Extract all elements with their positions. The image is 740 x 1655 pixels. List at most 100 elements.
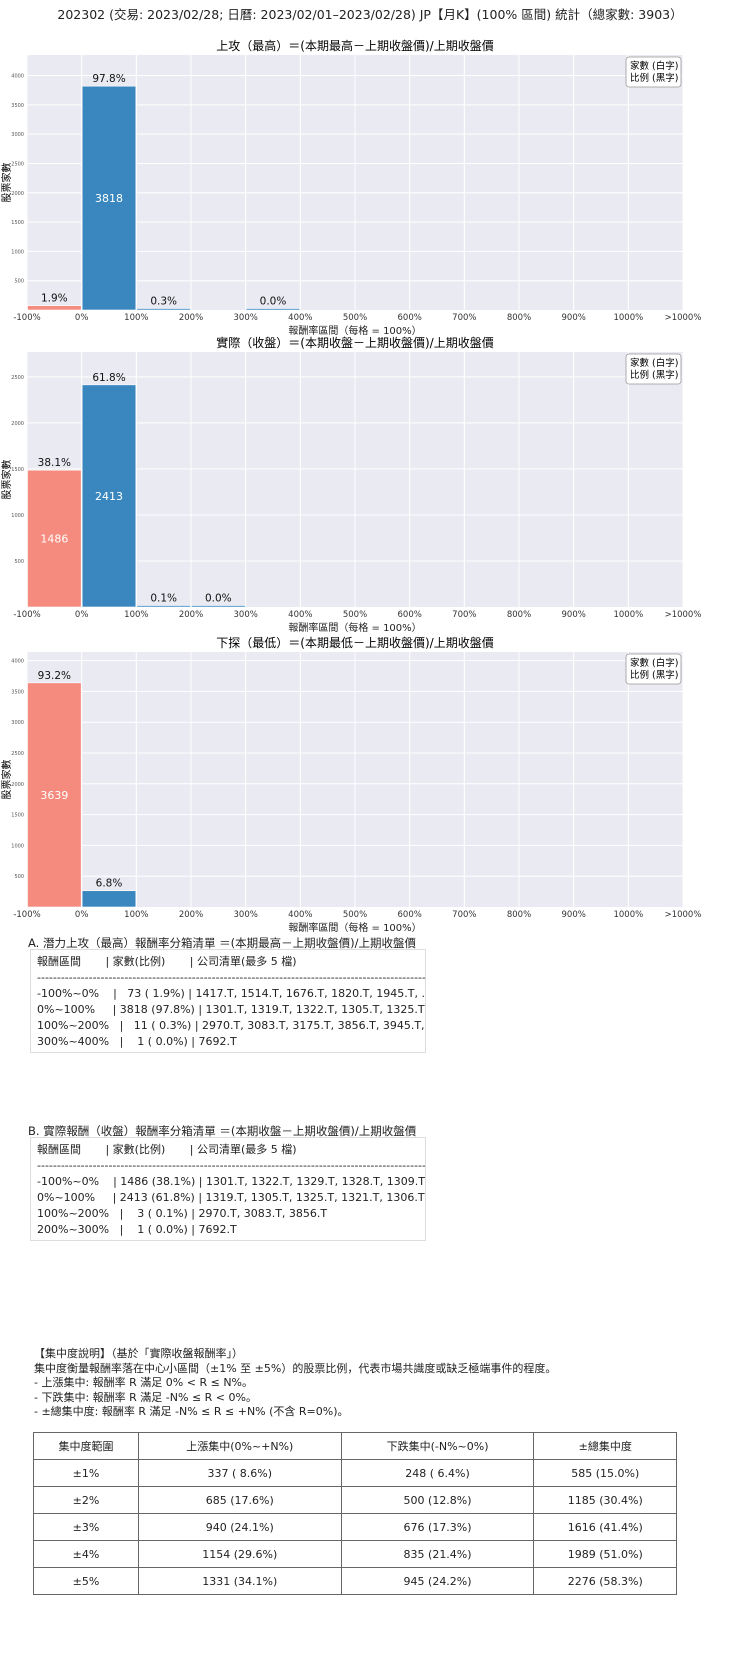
bar — [245, 308, 301, 311]
column-header: 集中度範圍 — [33, 1432, 139, 1460]
bar — [81, 890, 137, 908]
table-cell: 337 ( 8.6%) — [137, 1459, 342, 1487]
x-tick-label: -100% — [13, 910, 40, 920]
listing-line: 0%~100% | 3818 (97.8%) | 1301.T, 1319.T,… — [37, 1003, 426, 1016]
table-cell: ±3% — [33, 1513, 139, 1541]
concentration-table: 集中度範圍 上漲集中(0%~+N%) 下跌集中(-N%~0%) ±總集中度 ±1% 337… — [33, 1432, 677, 1595]
x-tick-label: 300% — [234, 910, 258, 920]
table-cell: ±1% — [33, 1459, 139, 1487]
table-cell: 685 (17.6%) — [137, 1486, 342, 1514]
x-tick-label: 600% — [398, 610, 422, 620]
bar-count-label: 2413 — [95, 490, 123, 503]
x-tick-label: 400% — [288, 610, 312, 620]
table-cell: ±5% — [33, 1567, 139, 1595]
bar — [27, 682, 82, 908]
x-tick-label: 500% — [343, 910, 367, 920]
table-cell: 1616 (41.4%) — [533, 1513, 677, 1541]
x-tick-label: 0% — [75, 313, 89, 323]
listing-line: >1000% | 0 ( 0.0%) | — [37, 1050, 419, 1052]
x-tick-label: 800% — [507, 610, 531, 620]
x-axis-label: 報酬率區間（每格 = 100%） — [288, 324, 421, 337]
x-axis-label: 報酬率區間（每格 = 100%） — [288, 921, 421, 934]
table-cell: 585 (15.0%) — [533, 1459, 677, 1487]
table-cell: 940 (24.1%) — [137, 1513, 342, 1541]
listing-line: ----------------------------------------… — [37, 971, 426, 984]
y-axis-label: 股票家數 — [0, 460, 13, 500]
bar-percent-label: 6.8% — [96, 878, 123, 890]
bar-percent-label: 1.9% — [41, 293, 68, 305]
bar — [81, 384, 137, 608]
note-line: 集中度衡量報酬率落在中心小區間（±1% 至 ±5%）的股票比例，代表市場共識度或… — [34, 1361, 557, 1375]
x-tick-label: 200% — [179, 313, 203, 323]
y-axis-label: 股票家數 — [0, 163, 13, 203]
chart-close: 實際（收盤）＝(本期收盤－上期收盤價)/上期收盤價 500 1000 1500 2000… — [0, 335, 701, 634]
note-line: - 上漲集中: 報酬率 R 滿足 0% < R ≤ N%。 — [34, 1376, 253, 1389]
listing-line: -100%~0% | 1486 (38.1%) | 1301.T, 1322.T… — [37, 1175, 426, 1188]
y-tick-label: 1000 — [11, 249, 24, 255]
legend-entry: 家數 (白字) — [630, 60, 678, 72]
column-header: 上漲集中(0%~+N%) — [137, 1432, 342, 1460]
bar — [191, 605, 246, 608]
listing-line: 100%~200% | 3 ( 0.1%) | 2970.T, 3083.T, … — [37, 1207, 328, 1220]
y-tick-label: 1500 — [11, 813, 24, 819]
x-tick-label: 100% — [124, 610, 148, 620]
y-tick-label: 4000 — [11, 74, 24, 80]
listing-line: ----------------------------------------… — [37, 1159, 426, 1172]
note-line: - 下跌集中: 報酬率 R 滿足 -N% ≤ R < 0%。 — [34, 1390, 257, 1404]
y-tick-label: 1000 — [11, 843, 24, 849]
listing-line: >1000% | 0 ( 0.0%) | — [37, 1238, 419, 1240]
y-tick-label: 4000 — [11, 659, 24, 665]
y-tick-label: 1500 — [11, 467, 24, 473]
chart-low: 下探（最低）＝(本期最低－上期收盤價)/上期收盤價 500 1000 1500 2000… — [0, 636, 702, 934]
y-tick-label: 2500 — [11, 375, 24, 381]
bar-percent-label: 0.1% — [150, 593, 177, 605]
x-tick-label: >1000% — [665, 910, 702, 920]
bar-percent-label: 97.8% — [92, 73, 125, 85]
listing-line: -100%~0% | 73 ( 1.9%) | 1417.T, 1514.T, … — [37, 987, 425, 1000]
legend-box — [625, 56, 682, 88]
main-title: 202302 (交易: 2023/02/28; 日曆: 2023/02/01–2… — [57, 7, 683, 22]
table-cell: 835 (21.4%) — [340, 1540, 535, 1568]
listing-line: 0%~100% | 2413 (61.8%) | 1319.T, 1305.T,… — [37, 1191, 426, 1204]
y-tick-label: 500 — [14, 559, 24, 565]
legend-entry: 家數 (白字) — [630, 357, 678, 369]
table-row: ±1% 337 ( 8.6%) 248 ( 6.4%) 585 (15.0%) — [33, 1459, 677, 1487]
y-tick-label: 2000 — [11, 191, 24, 197]
bar-percent-label: 0.0% — [205, 593, 232, 605]
y-tick-label: 3000 — [11, 132, 24, 138]
x-tick-label: -100% — [13, 610, 40, 620]
x-tick-label: 100% — [124, 910, 148, 920]
column-header: ±總集中度 — [533, 1432, 677, 1460]
x-tick-label: 700% — [452, 610, 476, 620]
x-tick-label: 400% — [288, 313, 312, 323]
listing-a-title: A. 潛力上攻（最高）報酬率分箱清單 ＝(本期最高－上期收盤價)/上期收盤價 — [28, 936, 416, 950]
table-header-row: 集中度範圍 上漲集中(0%~+N%) 下跌集中(-N%~0%) ±總集中度 — [33, 1432, 677, 1460]
bar-count-label: 3639 — [40, 789, 68, 802]
y-tick-label: 2500 — [11, 161, 24, 167]
chart-title: 上攻（最高）＝(本期最高－上期收盤價)/上期收盤價 — [216, 38, 493, 53]
bar — [136, 605, 191, 608]
bar-count-label: 3818 — [95, 192, 123, 205]
table-cell: 945 (24.2%) — [340, 1567, 535, 1595]
y-tick-label: 3000 — [11, 720, 24, 726]
bar — [27, 469, 82, 608]
listing-b-title: B. 實際報酬（收盤）報酬率分箱清單 ＝(本期收盤－上期收盤價)/上期收盤價 — [28, 1124, 417, 1138]
y-axis-label: 股票家數 — [0, 760, 13, 800]
x-tick-label: 800% — [507, 910, 531, 920]
legend-entry: 比例 (黑字) — [630, 369, 678, 381]
bar-count-label: 1486 — [40, 533, 68, 546]
bar-percent-label: 0.0% — [260, 296, 287, 308]
x-tick-label: 300% — [234, 610, 258, 620]
x-tick-label: 0% — [75, 910, 89, 920]
x-tick-label: 400% — [288, 910, 312, 920]
chart-high: 上攻（最高）＝(本期最高－上期收盤價)/上期收盤價 500 1000 1500 2000… — [0, 38, 701, 337]
y-tick-label: 500 — [14, 279, 24, 285]
y-tick-label: 2000 — [11, 782, 24, 788]
x-tick-label: 800% — [507, 313, 531, 323]
listing-line: 200%~300% | 1 ( 0.0%) | 7692.T — [37, 1223, 237, 1236]
listing-line: 100%~200% | 11 ( 0.3%) | 2970.T, 3083.T,… — [37, 1019, 425, 1032]
legend-entry: 家數 (白字) — [630, 657, 678, 669]
listing-b-box: 報酬區間 | 家數(比例) | 公司清單(最多 5 檔) ------------… — [30, 1137, 426, 1241]
table-cell: 500 (12.8%) — [340, 1486, 535, 1514]
